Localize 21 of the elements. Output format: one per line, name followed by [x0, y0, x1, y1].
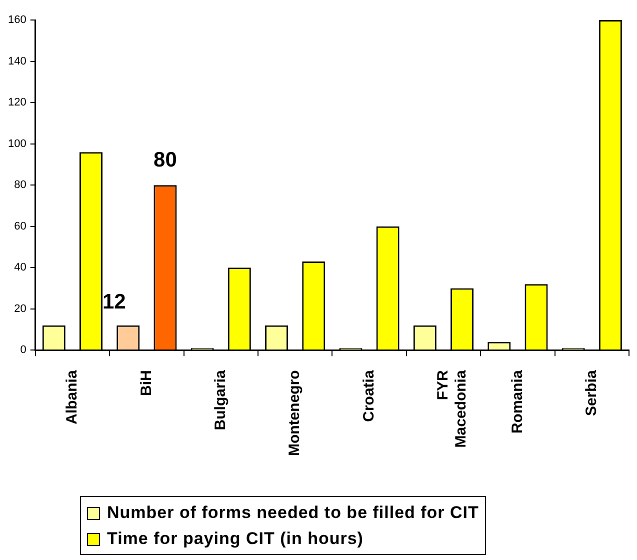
- data-label: 80: [154, 148, 177, 172]
- x-tick-label: BiH: [138, 370, 155, 396]
- x-tick-label: Serbia: [583, 370, 600, 416]
- y-tick-label: 120: [8, 96, 26, 109]
- x-tick-label: Romania: [508, 370, 526, 434]
- x-tick-label: Croatia: [360, 370, 378, 422]
- y-tick-label: 20: [14, 302, 26, 315]
- x-tick-label: Montenegro: [286, 370, 304, 456]
- x-tick-label: FYR Macedonia: [434, 370, 470, 448]
- x-tick-label: Bulgaria: [212, 370, 230, 430]
- y-tick-label: 160: [8, 14, 26, 26]
- y-tick-label: 0: [20, 344, 26, 356]
- x-tick-label: Albania: [64, 370, 81, 424]
- y-tick-label: 100: [8, 138, 26, 150]
- y-tick-label: 140: [8, 55, 26, 68]
- legend-label: Time for paying CIT (in hours): [107, 529, 364, 549]
- y-tick-label: 80: [14, 179, 26, 192]
- legend-label: Number of forms needed to be filled for CIT: [107, 503, 479, 523]
- y-tick-label: 60: [14, 220, 26, 232]
- y-tick-label: 40: [14, 262, 26, 274]
- data-label: 12: [102, 290, 126, 314]
